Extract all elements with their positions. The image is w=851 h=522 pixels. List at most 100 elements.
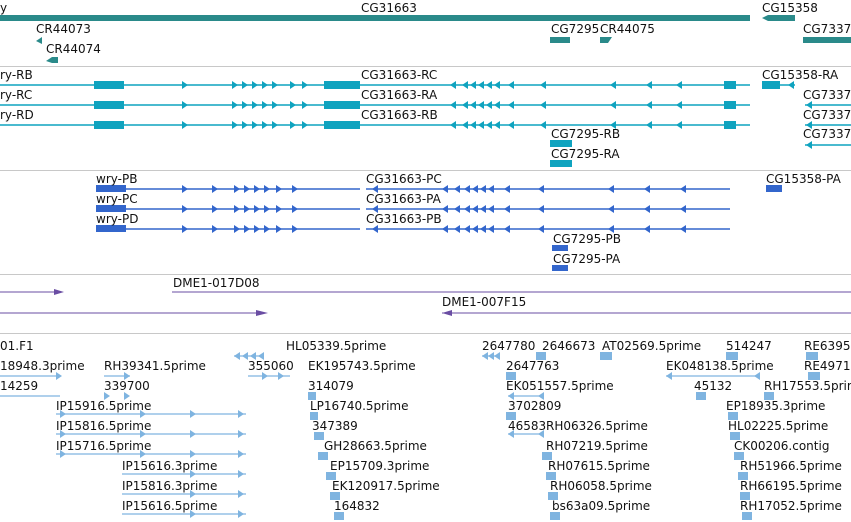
track-divider xyxy=(0,333,851,334)
protein-label: CG7295-PB xyxy=(553,232,622,246)
protein-exons xyxy=(96,185,782,271)
gene-cr44073-arrow[interactable] xyxy=(36,37,42,44)
protein-label: wry-PD xyxy=(96,212,139,226)
est-label: IP15616.3prime xyxy=(122,459,218,473)
clone-end-marker[interactable] xyxy=(54,289,64,295)
gene-label-y: y xyxy=(0,1,8,15)
transcript-label: CG7295-RA xyxy=(551,147,620,161)
est-label: GH28663.5prime xyxy=(324,439,427,453)
est-label: RH06326.5prime xyxy=(546,419,648,433)
est-label: AT02569.5prime xyxy=(602,339,702,353)
protein-label: CG31663-PB xyxy=(366,212,442,226)
gene-track-glyphs xyxy=(0,15,851,63)
est-label: 355060 xyxy=(248,359,294,373)
transcript-label: CG15358-RA xyxy=(762,68,839,82)
est-label: EP15709.3prime xyxy=(330,459,430,473)
gene-cg7337-bar[interactable] xyxy=(803,37,851,43)
est-label: 45132 xyxy=(694,379,733,393)
clone-track: DME1-017D08 DME1-007F15 xyxy=(0,275,851,333)
transcript-arrows xyxy=(182,81,812,149)
protein-track-glyphs xyxy=(96,185,782,271)
gene-track: y CG31663 CG15358 CR44073 CR44074 CG7295… xyxy=(0,0,851,66)
est-label: 164832 xyxy=(334,499,380,513)
gene-label-cr44075: CR44075 xyxy=(600,22,655,36)
est-label: CK00206.contig xyxy=(734,439,830,453)
est-track: 01.F1 18948.3prime RH39341.5prime 14259 … xyxy=(0,334,851,522)
gene-label-cr44074: CR44074 xyxy=(46,42,101,56)
est-label: 2647780 xyxy=(482,339,536,353)
est-label: 18948.3prime xyxy=(0,359,85,373)
gene-cg7295-bar[interactable] xyxy=(550,37,570,43)
transcript-label: CG7337 xyxy=(803,88,851,102)
est-label: RH06058.5prime xyxy=(550,479,652,493)
protein-track: wry-PB wry-PC wry-PD CG31663-PC CG31663-… xyxy=(0,171,851,274)
est-label: RH07219.5prime xyxy=(546,439,648,453)
track-divider xyxy=(0,170,851,171)
transcript-label: CG7337 xyxy=(803,127,851,141)
est-label: 514247 xyxy=(726,339,772,353)
est-label: EK195743.5prime xyxy=(308,359,416,373)
est-label: RH51966.5prime xyxy=(740,459,842,473)
est-label: EK051557.5prime xyxy=(506,379,614,393)
transcript-label: ry-RD xyxy=(0,108,34,122)
est-label: IP15616.5prime xyxy=(122,499,218,513)
gene-y-bar[interactable] xyxy=(0,15,360,21)
est-label: 2647763 xyxy=(506,359,560,373)
gene-label-cr44073: CR44073 xyxy=(36,22,91,36)
est-label: HL05339.5prime xyxy=(286,339,387,353)
est-label: EK120917.5prime xyxy=(332,479,440,493)
est-label: 2646673 xyxy=(542,339,596,353)
clone-label: DME1-007F15 xyxy=(442,295,527,309)
gene-label-cg7295: CG7295 xyxy=(551,22,600,36)
protein-label: wry-PC xyxy=(96,192,138,206)
est-label: IP15916.5prime xyxy=(56,399,152,413)
transcript-label: CG31663-RC xyxy=(361,68,438,82)
transcript-exons xyxy=(94,81,780,167)
est-label: RE6395 xyxy=(804,339,851,353)
protein-label: CG31663-PA xyxy=(366,192,441,206)
transcript-track-glyphs xyxy=(0,81,851,167)
est-label: 347389 xyxy=(312,419,358,433)
protein-arrows xyxy=(182,185,686,233)
est-label: 14259 xyxy=(0,379,39,393)
est-label: IP15816.3prime xyxy=(122,479,218,493)
transcript-label: CG7337 xyxy=(803,108,851,122)
est-label: RE4971 xyxy=(804,359,851,373)
est-glyphs xyxy=(56,352,820,520)
gene-cr44074-arrow[interactable] xyxy=(46,57,58,63)
clone-end-marker[interactable] xyxy=(256,310,268,316)
gene-label-cg15358: CG15358 xyxy=(762,1,818,15)
est-label: bs63a09.5prime xyxy=(552,499,651,513)
est-label: 314079 xyxy=(308,379,354,393)
transcript-label: ry-RC xyxy=(0,88,33,102)
protein-label: CG15358-PA xyxy=(766,172,841,186)
gene-label-cg7337: CG7337 xyxy=(803,22,851,36)
est-label: IP15816.5prime xyxy=(56,419,152,433)
est-label: IP15716.5prime xyxy=(56,439,152,453)
transcript-label: CG31663-RA xyxy=(361,88,438,102)
est-label: 46583 xyxy=(508,419,547,433)
transcript-label: CG31663-RB xyxy=(361,108,438,122)
clone-label: DME1-017D08 xyxy=(173,276,260,290)
gene-cg31663-bar[interactable] xyxy=(352,15,750,21)
transcript-label: ry-RB xyxy=(0,68,33,82)
gene-label-cg31663: CG31663 xyxy=(361,1,417,15)
transcript-label: CG7295-RB xyxy=(551,127,621,141)
est-track-glyphs xyxy=(0,352,820,520)
est-label: RH39341.5prime xyxy=(104,359,206,373)
clone-track-glyphs xyxy=(0,289,851,316)
transcript-track: ry-RB ry-RC ry-RD CG31663-RC CG31663-RA … xyxy=(0,67,851,170)
est-label: RH17553.5prime xyxy=(764,379,851,393)
gene-cr44075-arrow[interactable] xyxy=(600,37,612,43)
clone-end-marker[interactable] xyxy=(442,310,452,316)
est-label: LP16740.5prime xyxy=(310,399,409,413)
est-label: 339700 xyxy=(104,379,150,393)
protein-label: CG31663-PC xyxy=(366,172,442,186)
gene-cg15358-bar[interactable] xyxy=(762,15,795,21)
est-label: 01.F1 xyxy=(0,339,34,353)
protein-label: CG7295-PA xyxy=(553,252,621,266)
track-divider xyxy=(0,274,851,275)
est-label: EP18935.3prime xyxy=(726,399,826,413)
est-label: EK048138.5prime xyxy=(666,359,774,373)
